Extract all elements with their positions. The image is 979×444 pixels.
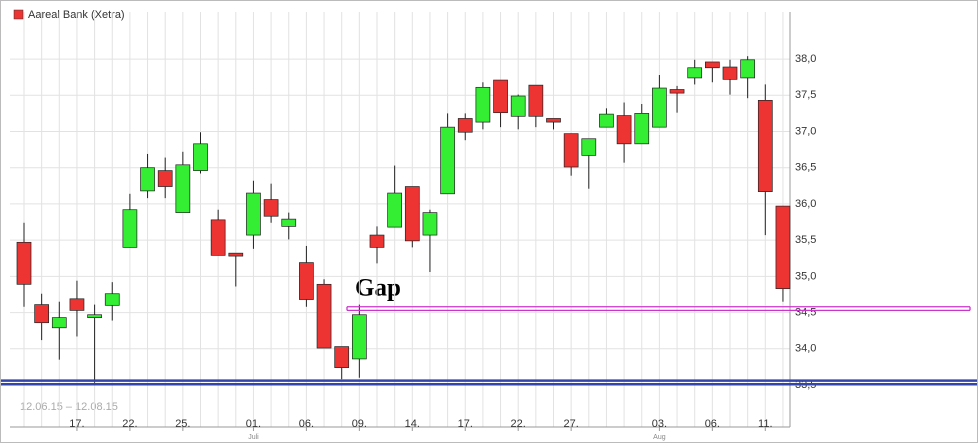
candle-body xyxy=(316,283,332,349)
x-tick-label: 27. xyxy=(564,418,579,430)
candle-body xyxy=(104,293,120,306)
candle-body xyxy=(210,219,226,256)
candle-body xyxy=(775,205,791,290)
x-tick-label: 14. xyxy=(405,418,420,430)
candle-body xyxy=(69,298,85,311)
x-tick-label: 25. xyxy=(175,418,190,430)
candle-body xyxy=(352,314,367,360)
candle-body xyxy=(687,67,703,79)
y-tick-label: 37,0 xyxy=(795,125,816,137)
candle-body xyxy=(369,234,385,248)
x-tick-label: 17. xyxy=(69,418,84,430)
candle-body xyxy=(563,133,579,168)
y-tick-label: 38,0 xyxy=(795,53,816,65)
candle-body xyxy=(157,170,173,187)
x-sublabel: Aug xyxy=(653,434,666,441)
candle-body xyxy=(722,66,738,80)
candle-body xyxy=(510,95,526,117)
candle-body xyxy=(546,118,561,123)
x-tick-label: 22. xyxy=(511,418,526,430)
candle-body xyxy=(669,89,685,94)
candle-body xyxy=(457,118,473,133)
legend-swatch xyxy=(13,9,24,20)
candle-body xyxy=(246,192,261,236)
candle-body xyxy=(616,115,632,145)
y-tick-label: 36,0 xyxy=(795,198,816,210)
candle-body xyxy=(281,218,297,227)
x-tick-label: 11. xyxy=(758,418,772,430)
y-tick-label: 34,5 xyxy=(795,306,816,318)
x-tick-label: 09. xyxy=(352,418,367,430)
x-tick-label: 17. xyxy=(458,418,473,430)
candle-body xyxy=(51,317,67,329)
candle-body xyxy=(652,87,667,128)
candle-body xyxy=(493,79,508,114)
candle-body xyxy=(740,59,756,79)
x-tick-label: 06. xyxy=(299,418,314,430)
candle-body xyxy=(634,113,650,145)
candle-body xyxy=(440,126,455,195)
candle-body xyxy=(34,304,50,324)
candle-body xyxy=(581,138,597,156)
y-tick-label: 34,0 xyxy=(795,343,816,355)
legend-label: Aareal Bank (Xetra) xyxy=(28,9,125,21)
candle-body xyxy=(140,167,155,192)
candle-body xyxy=(528,84,544,117)
candle-body xyxy=(334,346,350,368)
candle-body xyxy=(228,252,244,257)
x-tick-label: 03. xyxy=(652,418,667,430)
x-tick-label: 06. xyxy=(705,418,720,430)
candle-body xyxy=(175,164,191,213)
x-tick-label: 01. xyxy=(246,418,261,430)
annotation: Gap xyxy=(355,275,401,302)
candle-body xyxy=(87,314,102,318)
x-sublabel: Juli xyxy=(248,434,259,441)
date-range: 12.06.15 – 12.08.15 xyxy=(20,401,118,413)
candle-body xyxy=(387,192,402,228)
candle-body xyxy=(122,209,138,248)
y-tick-label: 35,0 xyxy=(795,270,816,282)
y-tick-label: 36,5 xyxy=(795,162,816,174)
candle-body xyxy=(599,113,614,128)
x-tick-label: 22. xyxy=(122,418,137,430)
candle-body xyxy=(16,241,32,285)
candle-body xyxy=(704,61,720,69)
candle-body xyxy=(757,100,773,192)
candle-body xyxy=(404,186,420,242)
candle-body xyxy=(299,262,314,300)
y-tick-label: 35,5 xyxy=(795,234,816,246)
candle-body xyxy=(263,199,279,217)
candle-body xyxy=(475,86,491,123)
candle-body xyxy=(193,143,208,171)
candle-body xyxy=(422,212,438,236)
y-tick-label: 37,5 xyxy=(795,89,816,101)
